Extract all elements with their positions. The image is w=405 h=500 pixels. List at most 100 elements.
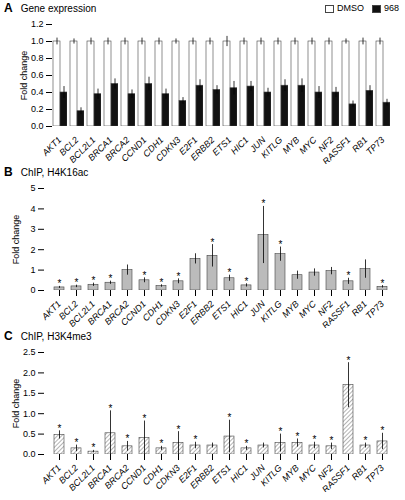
svg-text:*: * (364, 435, 368, 446)
svg-text:*: * (279, 239, 283, 250)
svg-text:*: * (126, 433, 130, 444)
svg-text:0.8: 0.8 (31, 53, 44, 63)
svg-text:CCND1: CCND1 (118, 462, 148, 492)
svg-text:*: * (143, 413, 147, 424)
svg-text:BRCA1: BRCA1 (85, 298, 114, 327)
svg-text:ERBB2: ERBB2 (188, 134, 217, 163)
svg-text:0.6: 0.6 (31, 70, 44, 80)
svg-text:*: * (177, 424, 181, 435)
svg-text:CDH1: CDH1 (140, 298, 165, 324)
svg-text:*: * (381, 278, 385, 289)
svg-text:*: * (245, 276, 249, 287)
svg-text:MYB: MYB (281, 135, 302, 156)
svg-text:*: * (296, 431, 300, 442)
svg-text:*: * (245, 438, 249, 449)
svg-text:CDH1: CDH1 (141, 134, 166, 160)
svg-text:*: * (75, 437, 79, 448)
svg-text:E2F1: E2F1 (176, 462, 199, 485)
svg-text:AKT1: AKT1 (40, 135, 64, 159)
svg-text:KITLG: KITLG (258, 462, 284, 489)
svg-text:RASSF1: RASSF1 (321, 135, 353, 164)
svg-text:*: * (211, 237, 215, 248)
svg-text:TP73: TP73 (364, 463, 386, 485)
svg-text:BRCA2: BRCA2 (102, 298, 131, 327)
svg-text:2.5: 2.5 (23, 347, 36, 357)
svg-text:*: * (92, 275, 96, 286)
svg-text:ETS1: ETS1 (210, 299, 233, 322)
svg-text:*: * (92, 442, 96, 453)
svg-text:CDKN3: CDKN3 (153, 462, 182, 492)
svg-text:*: * (347, 355, 351, 366)
svg-text:KITLG: KITLG (258, 298, 284, 325)
svg-text:TP73: TP73 (364, 299, 386, 321)
svg-text:*: * (160, 438, 164, 449)
svg-text:BRCA2: BRCA2 (103, 134, 132, 163)
svg-text:*: * (330, 435, 334, 446)
svg-text:2: 2 (30, 245, 35, 255)
svg-text:MYC: MYC (297, 134, 319, 156)
svg-text:CDH1: CDH1 (140, 462, 165, 488)
svg-text:MYC: MYC (297, 298, 319, 320)
svg-text:*: * (58, 423, 62, 434)
svg-text:KITLG: KITLG (259, 134, 285, 161)
svg-text:0.5: 0.5 (23, 429, 36, 439)
svg-text:*: * (228, 267, 232, 278)
svg-text:1: 1 (30, 265, 35, 275)
svg-text:1.2: 1.2 (31, 19, 44, 29)
svg-text:CDKN3: CDKN3 (153, 134, 183, 164)
svg-text:Fold change: Fold change (11, 215, 21, 265)
svg-text:0.0: 0.0 (31, 121, 44, 131)
svg-text:BRCA1: BRCA1 (86, 134, 115, 163)
svg-text:E2F1: E2F1 (176, 298, 199, 321)
svg-text:0.2: 0.2 (31, 104, 44, 114)
svg-text:*: * (75, 277, 79, 288)
svg-text:4: 4 (30, 204, 35, 214)
svg-text:*: * (228, 412, 232, 423)
svg-text:CCND1: CCND1 (118, 298, 148, 328)
svg-text:RASSF1: RASSF1 (320, 299, 352, 328)
svg-text:*: * (279, 426, 283, 437)
svg-text:ERBB2: ERBB2 (188, 298, 216, 327)
svg-text:TP73: TP73 (364, 135, 386, 157)
svg-text:CCND1: CCND1 (119, 134, 149, 164)
svg-text:0.0: 0.0 (23, 449, 36, 459)
svg-text:*: * (177, 271, 181, 282)
svg-text:*: * (109, 403, 113, 414)
svg-text:3: 3 (30, 224, 35, 234)
svg-text:HIC1: HIC1 (228, 463, 250, 485)
svg-text:0.4: 0.4 (31, 87, 44, 97)
svg-text:5: 5 (30, 183, 35, 193)
svg-text:BRCA2: BRCA2 (102, 462, 131, 491)
svg-text:*: * (262, 198, 266, 209)
svg-text:*: * (160, 277, 164, 288)
svg-text:*: * (347, 270, 351, 281)
svg-text:Fold change: Fold change (11, 379, 21, 429)
svg-text:1.5: 1.5 (23, 388, 36, 398)
svg-text:Fold change: Fold change (19, 51, 29, 101)
svg-text:MYB: MYB (280, 463, 301, 484)
svg-text:1.0: 1.0 (31, 36, 44, 46)
svg-text:*: * (109, 273, 113, 284)
svg-text:*: * (381, 425, 385, 436)
svg-text:ETS1: ETS1 (210, 463, 233, 486)
svg-text:E2F1: E2F1 (177, 134, 200, 157)
svg-text:MYB: MYB (280, 299, 301, 320)
svg-text:RASSF1: RASSF1 (320, 463, 352, 492)
svg-text:ERBB2: ERBB2 (188, 462, 216, 491)
svg-text:AKT1: AKT1 (39, 299, 63, 323)
svg-text:*: * (194, 434, 198, 445)
svg-text:*: * (143, 270, 147, 281)
svg-text:*: * (313, 434, 317, 445)
svg-text:2.0: 2.0 (23, 368, 36, 378)
svg-text:JUN: JUN (248, 134, 268, 155)
svg-text:ETS1: ETS1 (210, 135, 233, 158)
svg-text:BRCA1: BRCA1 (85, 462, 114, 491)
svg-text:CDKN3: CDKN3 (153, 298, 182, 328)
svg-text:AKT1: AKT1 (39, 463, 63, 487)
svg-text:0: 0 (30, 285, 35, 295)
svg-text:HIC1: HIC1 (229, 135, 251, 157)
svg-text:1.0: 1.0 (23, 409, 36, 419)
svg-text:HIC1: HIC1 (228, 299, 250, 321)
svg-text:*: * (58, 278, 62, 289)
svg-text:MYC: MYC (297, 462, 319, 484)
